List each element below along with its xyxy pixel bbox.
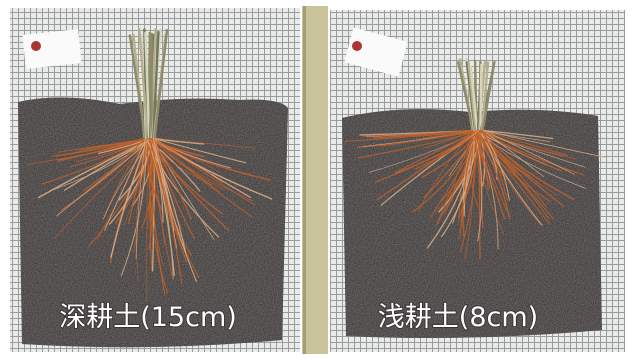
- ruler-edge: [303, 6, 306, 354]
- right-label: 浅耕土(8cm): [378, 302, 538, 333]
- photo: 深耕土(15cm) 浅耕土(8cm): [0, 0, 637, 354]
- stem: [480, 64, 481, 130]
- left-label: 深耕土(15cm): [59, 302, 237, 333]
- left-tag: [22, 29, 81, 69]
- right-tag-pin: [352, 41, 362, 51]
- left-tag-pin: [31, 41, 41, 51]
